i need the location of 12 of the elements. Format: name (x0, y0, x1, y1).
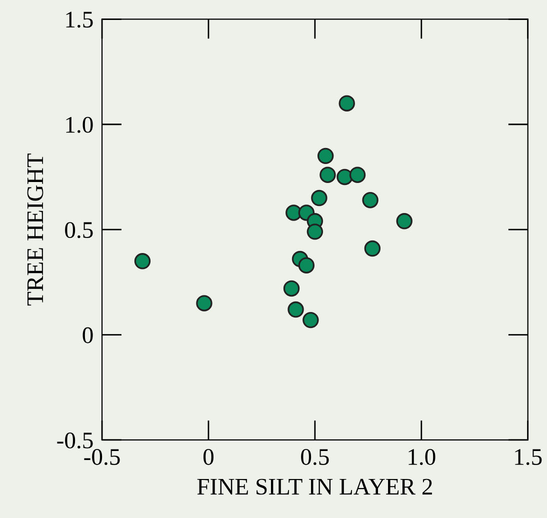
y-tick-label: 1.0 (66, 116, 93, 133)
y-tick-label: 0 (82, 327, 93, 344)
y-tick-label: 1.5 (66, 12, 93, 28)
x-tick-label: 0.5 (301, 449, 329, 466)
x-tick-label: 1.5 (515, 449, 542, 466)
x-tick-label: -0.5 (84, 449, 120, 466)
x-tick-label: 0 (203, 449, 214, 465)
y-tick-label: -0.5 (57, 432, 93, 449)
x-axis-title: FINE SILT IN LAYER 2 (197, 478, 432, 495)
x-tick-label: 1.0 (408, 449, 436, 466)
y-axis-title: TREE HEIGHT (27, 154, 44, 306)
y-tick-label: 0.5 (65, 222, 93, 238)
